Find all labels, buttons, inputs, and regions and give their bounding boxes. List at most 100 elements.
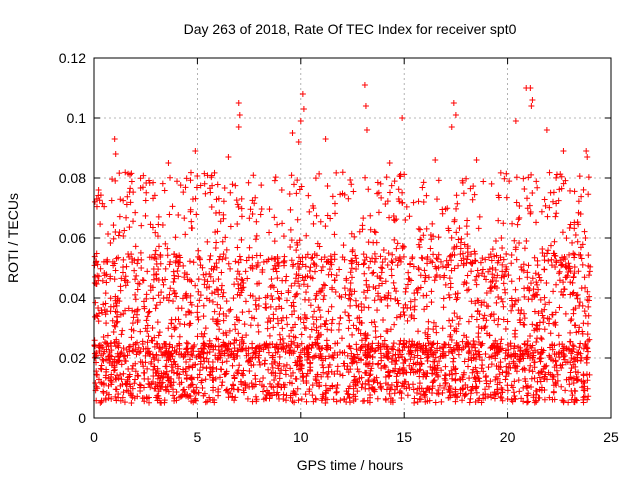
- data-point: [128, 334, 135, 341]
- data-point: [121, 399, 128, 406]
- data-point: [214, 301, 221, 308]
- data-point: [144, 365, 151, 372]
- data-point: [300, 319, 307, 326]
- data-point: [524, 269, 531, 276]
- data-point: [452, 366, 459, 373]
- data-point: [499, 244, 506, 251]
- data-point: [560, 286, 567, 293]
- data-point: [460, 332, 467, 339]
- data-point: [450, 363, 457, 370]
- data-point: [153, 261, 160, 268]
- data-point: [380, 317, 387, 324]
- data-point: [487, 345, 494, 352]
- data-point: [169, 344, 176, 351]
- data-point: [456, 225, 463, 232]
- data-point: [279, 325, 286, 332]
- data-point: [195, 389, 202, 396]
- data-point: [371, 297, 378, 304]
- data-point: [236, 292, 243, 299]
- data-point: [302, 391, 309, 398]
- data-point: [312, 268, 319, 275]
- data-point: [228, 385, 235, 392]
- data-point: [281, 384, 288, 391]
- data-point: [396, 198, 403, 205]
- data-point: [411, 296, 418, 303]
- data-point: [135, 280, 142, 287]
- data-point: [328, 256, 335, 263]
- data-point: [182, 292, 189, 299]
- data-point: [584, 320, 591, 327]
- data-point: [164, 383, 171, 390]
- x-axis-label: GPS time / hours: [297, 457, 404, 473]
- data-point: [291, 348, 298, 355]
- data-point: [242, 268, 249, 275]
- data-point: [375, 290, 382, 297]
- data-point: [465, 363, 472, 370]
- data-point: [448, 257, 455, 264]
- data-point: [246, 215, 253, 222]
- data-point: [433, 272, 440, 279]
- data-point: [361, 397, 368, 404]
- data-point: [234, 220, 241, 227]
- data-point: [440, 348, 447, 355]
- data-point: [222, 234, 229, 241]
- data-point: [380, 247, 387, 254]
- data-point: [528, 344, 535, 351]
- data-point: [93, 203, 100, 210]
- data-point: [569, 392, 576, 399]
- data-point: [248, 380, 255, 387]
- data-point: [398, 395, 405, 402]
- data-point: [378, 264, 385, 271]
- data-point: [179, 295, 186, 302]
- data-point: [279, 344, 286, 351]
- data-point: [273, 343, 280, 350]
- data-point: [551, 364, 558, 371]
- data-point: [454, 200, 461, 207]
- data-point: [288, 302, 295, 309]
- data-point: [538, 349, 545, 356]
- data-point: [434, 365, 441, 372]
- data-point: [102, 300, 109, 307]
- data-point: [238, 213, 245, 220]
- data-point: [391, 285, 398, 292]
- data-point: [388, 266, 395, 273]
- data-point: [393, 373, 400, 380]
- data-point: [510, 384, 517, 391]
- data-point: [399, 115, 406, 121]
- data-point: [182, 231, 189, 238]
- data-point: [553, 258, 560, 265]
- data-point: [101, 272, 108, 279]
- data-point: [570, 289, 577, 296]
- data-point: [339, 169, 346, 176]
- data-point: [479, 255, 486, 262]
- data-point: [146, 179, 153, 186]
- data-point: [465, 356, 472, 363]
- data-point: [377, 333, 384, 340]
- data-point: [578, 255, 585, 262]
- data-point: [446, 275, 453, 282]
- data-point: [426, 386, 433, 393]
- data-point: [521, 375, 528, 382]
- data-point: [278, 187, 285, 194]
- data-point: [321, 254, 328, 261]
- data-point: [448, 367, 455, 374]
- data-point: [158, 399, 165, 406]
- data-point: [465, 286, 472, 293]
- data-point: [581, 228, 588, 235]
- data-point: [565, 345, 572, 352]
- y-tick-labels: 00.020.040.060.080.10.12: [59, 50, 86, 426]
- data-point: [354, 366, 361, 373]
- data-point: [299, 91, 306, 97]
- data-point: [348, 230, 355, 237]
- data-point: [226, 327, 233, 334]
- data-point: [438, 367, 445, 374]
- data-point: [115, 340, 122, 347]
- data-point: [524, 284, 531, 291]
- data-point: [122, 358, 129, 365]
- data-point: [274, 221, 281, 228]
- data-point: [421, 278, 428, 285]
- data-point: [134, 393, 141, 400]
- data-point: [169, 364, 176, 371]
- data-point: [582, 341, 589, 348]
- data-point: [391, 217, 398, 224]
